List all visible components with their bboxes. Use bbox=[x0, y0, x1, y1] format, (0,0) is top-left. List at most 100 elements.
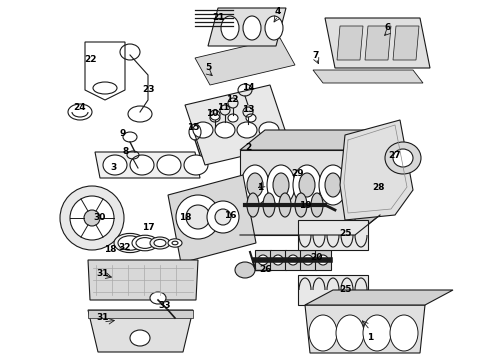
Text: 7: 7 bbox=[313, 50, 319, 59]
Ellipse shape bbox=[279, 193, 291, 217]
Polygon shape bbox=[185, 85, 290, 165]
Polygon shape bbox=[88, 310, 193, 352]
Polygon shape bbox=[168, 175, 256, 263]
Ellipse shape bbox=[207, 201, 239, 233]
Text: 4: 4 bbox=[275, 8, 281, 17]
Ellipse shape bbox=[172, 241, 178, 245]
Text: 28: 28 bbox=[372, 184, 384, 193]
Text: 1: 1 bbox=[367, 333, 373, 342]
Ellipse shape bbox=[215, 122, 235, 138]
Polygon shape bbox=[337, 26, 363, 60]
Polygon shape bbox=[208, 8, 286, 46]
Polygon shape bbox=[95, 152, 200, 178]
Ellipse shape bbox=[273, 255, 283, 265]
Ellipse shape bbox=[150, 237, 170, 249]
Text: 6: 6 bbox=[385, 23, 391, 32]
Ellipse shape bbox=[263, 193, 275, 217]
Text: 22: 22 bbox=[84, 55, 96, 64]
Text: 2: 2 bbox=[245, 144, 251, 153]
Text: 3: 3 bbox=[110, 163, 116, 172]
Polygon shape bbox=[240, 130, 380, 150]
Text: 18: 18 bbox=[104, 246, 116, 255]
Ellipse shape bbox=[293, 165, 321, 205]
Ellipse shape bbox=[186, 205, 210, 229]
Polygon shape bbox=[355, 130, 380, 235]
Polygon shape bbox=[195, 38, 295, 85]
Text: 23: 23 bbox=[142, 85, 154, 94]
Ellipse shape bbox=[157, 155, 181, 175]
Ellipse shape bbox=[288, 255, 298, 265]
Ellipse shape bbox=[221, 16, 239, 40]
Ellipse shape bbox=[103, 155, 127, 175]
Ellipse shape bbox=[228, 114, 238, 122]
Ellipse shape bbox=[319, 165, 347, 205]
Ellipse shape bbox=[154, 239, 166, 247]
Ellipse shape bbox=[114, 233, 146, 253]
Ellipse shape bbox=[136, 238, 154, 248]
Text: 13: 13 bbox=[242, 105, 254, 114]
Ellipse shape bbox=[215, 209, 231, 225]
Ellipse shape bbox=[318, 255, 328, 265]
Polygon shape bbox=[255, 250, 271, 270]
Ellipse shape bbox=[258, 255, 268, 265]
Text: 24: 24 bbox=[74, 104, 86, 112]
Text: 1: 1 bbox=[257, 184, 263, 193]
Text: 29: 29 bbox=[292, 168, 304, 177]
Polygon shape bbox=[285, 250, 301, 270]
Ellipse shape bbox=[303, 255, 313, 265]
Text: 18: 18 bbox=[179, 213, 191, 222]
Ellipse shape bbox=[150, 292, 166, 304]
Ellipse shape bbox=[235, 262, 255, 278]
Ellipse shape bbox=[247, 193, 259, 217]
Ellipse shape bbox=[309, 315, 337, 351]
Text: 15: 15 bbox=[187, 123, 199, 132]
Polygon shape bbox=[298, 275, 368, 305]
Ellipse shape bbox=[184, 155, 208, 175]
Ellipse shape bbox=[130, 155, 154, 175]
Ellipse shape bbox=[241, 165, 269, 205]
Polygon shape bbox=[325, 18, 430, 68]
Text: 9: 9 bbox=[120, 129, 126, 138]
Text: 5: 5 bbox=[205, 63, 211, 72]
Ellipse shape bbox=[193, 122, 213, 138]
Ellipse shape bbox=[336, 315, 364, 351]
Text: 25: 25 bbox=[339, 229, 351, 238]
Ellipse shape bbox=[295, 193, 307, 217]
Ellipse shape bbox=[325, 173, 341, 197]
Ellipse shape bbox=[246, 114, 256, 122]
Ellipse shape bbox=[84, 210, 100, 226]
Ellipse shape bbox=[168, 239, 182, 247]
Polygon shape bbox=[393, 26, 419, 60]
Ellipse shape bbox=[390, 315, 418, 351]
Ellipse shape bbox=[311, 193, 323, 217]
Text: 17: 17 bbox=[142, 224, 154, 233]
Polygon shape bbox=[240, 150, 355, 235]
Ellipse shape bbox=[265, 16, 283, 40]
Ellipse shape bbox=[176, 195, 220, 239]
Text: 20: 20 bbox=[310, 253, 322, 262]
Ellipse shape bbox=[247, 173, 263, 197]
Ellipse shape bbox=[385, 142, 421, 174]
Text: 27: 27 bbox=[389, 150, 401, 159]
Polygon shape bbox=[340, 120, 413, 220]
Text: 12: 12 bbox=[226, 95, 238, 104]
Text: 19: 19 bbox=[299, 201, 311, 210]
Text: 30: 30 bbox=[94, 213, 106, 222]
Polygon shape bbox=[305, 305, 425, 353]
Polygon shape bbox=[88, 260, 198, 300]
Text: 33: 33 bbox=[159, 301, 171, 310]
Ellipse shape bbox=[237, 122, 257, 138]
Ellipse shape bbox=[70, 196, 114, 240]
Ellipse shape bbox=[299, 173, 315, 197]
Ellipse shape bbox=[259, 122, 279, 138]
Text: 32: 32 bbox=[119, 243, 131, 252]
Polygon shape bbox=[298, 220, 368, 250]
Text: 31: 31 bbox=[97, 314, 109, 323]
Ellipse shape bbox=[60, 186, 124, 250]
Ellipse shape bbox=[132, 235, 158, 251]
Polygon shape bbox=[300, 250, 316, 270]
Polygon shape bbox=[305, 290, 453, 305]
Ellipse shape bbox=[393, 149, 413, 167]
Ellipse shape bbox=[363, 315, 391, 351]
Ellipse shape bbox=[210, 114, 220, 122]
